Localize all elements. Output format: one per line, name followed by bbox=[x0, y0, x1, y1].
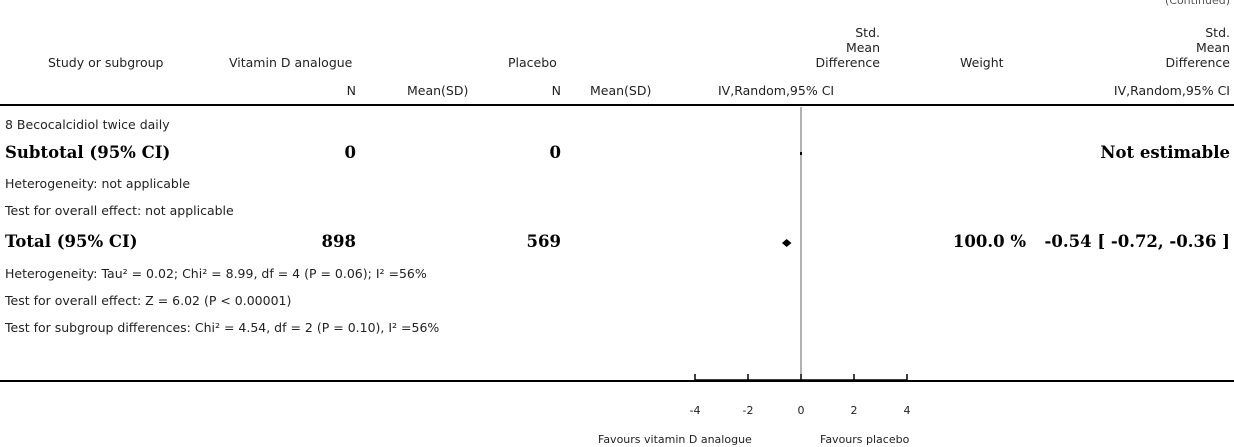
total-weight: 100.0 % bbox=[952, 232, 1026, 251]
x-tick-label: 2 bbox=[851, 404, 858, 417]
subtotal-label: Subtotal (95% CI) bbox=[5, 143, 171, 162]
subtotal-overall-effect: Test for overall effect: not applicable bbox=[5, 203, 234, 218]
col-header-treatment: Vitamin D analogue bbox=[229, 55, 353, 70]
col-header-smd-l1: Std. bbox=[855, 25, 880, 40]
col-header-weight: Weight bbox=[960, 55, 1004, 70]
subtotal-n2: 0 bbox=[549, 143, 561, 162]
subtotal-heterogeneity: Heterogeneity: not applicable bbox=[5, 176, 191, 191]
header-rule bbox=[0, 104, 1234, 106]
total-n1: 898 bbox=[321, 232, 356, 251]
col-header-n2: N bbox=[551, 83, 561, 98]
x-tick-label: -4 bbox=[690, 404, 701, 417]
total-n2: 569 bbox=[526, 232, 561, 251]
col-header-mean1: Mean(SD) bbox=[407, 83, 469, 98]
x-tick-label: 4 bbox=[904, 404, 911, 417]
col-header-study: Study or subgroup bbox=[48, 55, 164, 70]
col-header-smd2-l3: Difference bbox=[1165, 55, 1230, 70]
col-header-n1: N bbox=[346, 83, 356, 98]
favours-left-label: Favours vitamin D analogue bbox=[598, 433, 752, 446]
total-label: Total (95% CI) bbox=[5, 232, 138, 251]
subgroup-differences-test: Test for subgroup differences: Chi² = 4.… bbox=[5, 320, 440, 335]
col-header-smd2-l2: Mean bbox=[1195, 40, 1230, 55]
x-tick-label: -2 bbox=[743, 404, 754, 417]
subtotal-n1: 0 bbox=[344, 143, 356, 162]
x-tick-label: 0 bbox=[798, 404, 805, 417]
col-header-smd-l2: Mean bbox=[845, 40, 880, 55]
col-header-method: IV,Random,95% CI bbox=[718, 83, 835, 98]
col-header-method2: IV,Random,95% CI bbox=[1113, 83, 1230, 98]
total-diamond bbox=[781, 239, 792, 247]
subgroup-label: 8 Becocalcidiol twice daily bbox=[5, 117, 170, 132]
col-header-smd-l3: Difference bbox=[815, 55, 880, 70]
subtotal-effect: Not estimable bbox=[1100, 143, 1230, 162]
footer-rule bbox=[0, 380, 1234, 382]
total-heterogeneity: Heterogeneity: Tau² = 0.02; Chi² = 8.99,… bbox=[5, 266, 427, 281]
total-overall-effect: Test for overall effect: Z = 6.02 (P < 0… bbox=[5, 293, 292, 308]
total-effect: -0.54 [ -0.72, -0.36 ] bbox=[1044, 232, 1230, 251]
continued-label: (Continued) bbox=[1164, 0, 1230, 7]
col-header-smd2-l1: Std. bbox=[1205, 25, 1230, 40]
favours-right-label: Favours placebo bbox=[820, 433, 910, 446]
col-header-control: Placebo bbox=[508, 55, 557, 70]
col-header-mean2: Mean(SD) bbox=[590, 83, 652, 98]
